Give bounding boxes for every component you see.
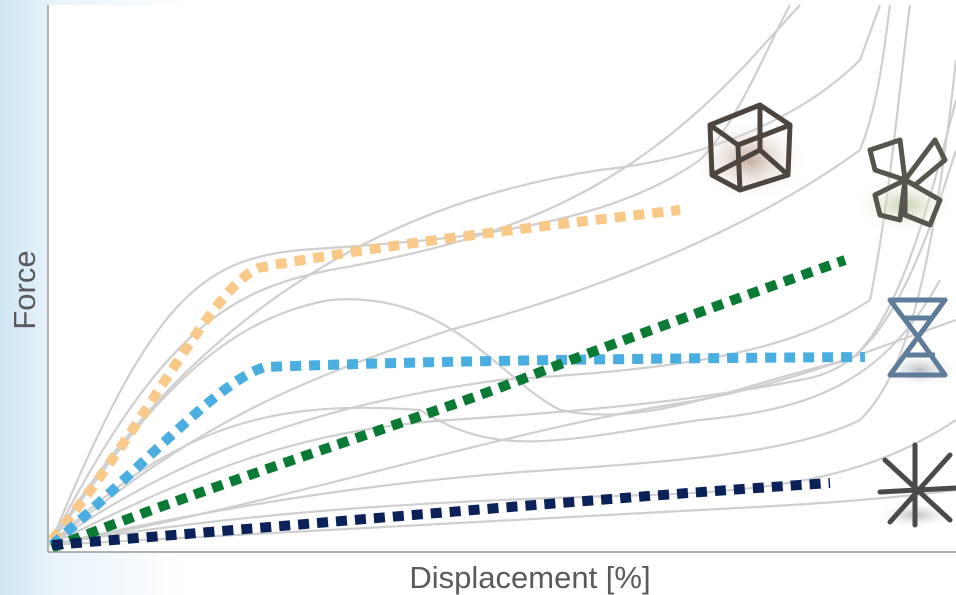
x-axis-label: Displacement [%] <box>409 560 650 595</box>
cross-icon <box>875 442 956 529</box>
cube-icon <box>690 102 810 202</box>
lattice-icon <box>850 137 956 235</box>
hourglass-icon <box>880 297 956 388</box>
background-curves <box>48 4 956 547</box>
plot-area <box>48 5 956 552</box>
highlighted-curves <box>48 205 866 553</box>
y-axis-label: Force <box>7 250 42 329</box>
green-curve <box>50 255 847 553</box>
orange-curve <box>48 205 681 544</box>
blue-curve <box>48 352 866 549</box>
